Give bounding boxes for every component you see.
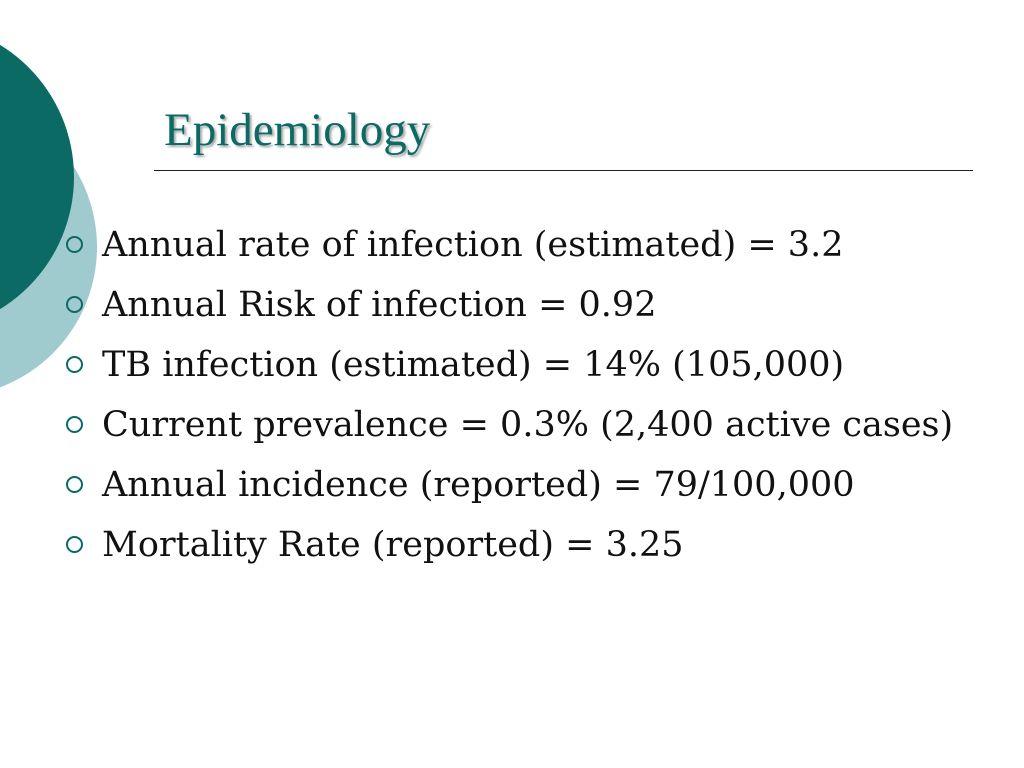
slide-title: Epidemiology [164,104,431,156]
bullet-item-annual-risk: Annual Risk of infection = 0.92 [62,280,962,330]
bullet-text: Mortality Rate (reported) = 3.25 [102,525,684,565]
hollow-circle-bullet-icon [66,296,83,313]
bullet-item-mortality-rate: Mortality Rate (reported) = 3.25 [62,520,962,570]
bullet-text: Annual rate of infection (estimated) = 3… [102,225,844,265]
hollow-circle-bullet-icon [66,536,83,553]
bullet-text: Annual incidence (reported) = 79/100,000 [102,465,855,505]
hollow-circle-bullet-icon [66,356,83,373]
title-divider [154,170,973,171]
bullet-item-annual-incidence: Annual incidence (reported) = 79/100,000 [62,460,962,510]
bullet-text: Current prevalence = 0.3% (2,400 active … [102,405,954,445]
bullet-item-annual-rate: Annual rate of infection (estimated) = 3… [62,220,962,270]
bullet-text: TB infection (estimated) = 14% (105,000) [102,345,845,385]
hollow-circle-bullet-icon [66,476,83,493]
bullet-list: Annual rate of infection (estimated) = 3… [62,220,962,580]
bullet-item-current-prevalence: Current prevalence = 0.3% (2,400 active … [62,400,962,450]
hollow-circle-bullet-icon [66,236,83,253]
bullet-item-tb-infection: TB infection (estimated) = 14% (105,000) [62,340,962,390]
hollow-circle-bullet-icon [66,416,83,433]
bullet-text: Annual Risk of infection = 0.92 [102,285,657,325]
